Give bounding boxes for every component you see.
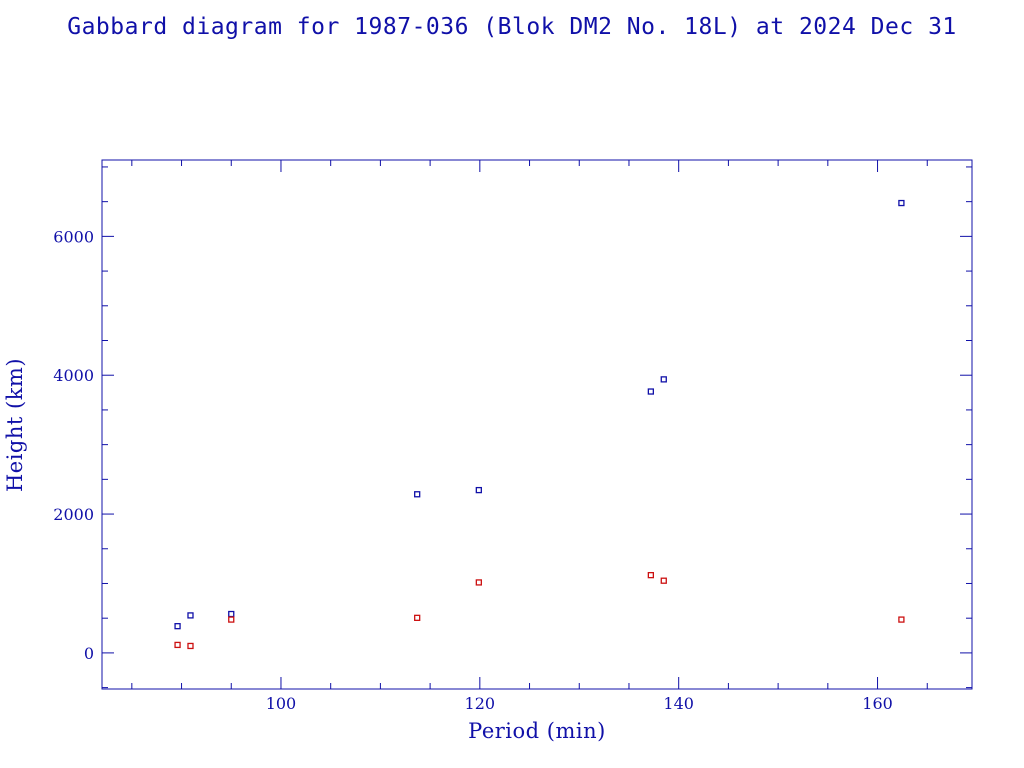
plot-frame [101, 159, 973, 690]
data-point [475, 486, 482, 494]
data-point [187, 612, 194, 619]
chart-title: Gabbard diagram for 1987-036 (Blok DM2 N… [67, 14, 957, 40]
y-tick-label: 6000 [53, 227, 94, 246]
data-point [228, 616, 235, 623]
data-point [898, 199, 905, 207]
data-point [414, 491, 421, 498]
data-point [898, 616, 905, 623]
data-point [660, 577, 667, 584]
tick-labels: 100 120 140 160 0 2000 4000 6000 [53, 227, 893, 713]
data-point [228, 610, 235, 618]
y-tick-label: 4000 [53, 366, 94, 385]
data-point [647, 571, 654, 579]
x-tick-label: 120 [465, 694, 496, 713]
y-tick-label: 0 [84, 644, 94, 663]
y-tick-label: 2000 [53, 505, 94, 524]
x-axis-title: Period (min) [468, 719, 606, 743]
data-point [475, 579, 482, 586]
x-tick-label: 140 [663, 694, 694, 713]
data-point [647, 388, 654, 395]
axis-ticks [102, 160, 972, 689]
x-tick-label: 100 [266, 694, 297, 713]
data-points [174, 199, 905, 650]
data-point [174, 641, 181, 649]
data-point [187, 642, 194, 650]
data-point [660, 376, 667, 383]
data-point [414, 614, 421, 621]
y-axis-title: Height (km) [3, 358, 27, 492]
x-tick-label: 160 [862, 694, 893, 713]
data-point [174, 623, 181, 630]
